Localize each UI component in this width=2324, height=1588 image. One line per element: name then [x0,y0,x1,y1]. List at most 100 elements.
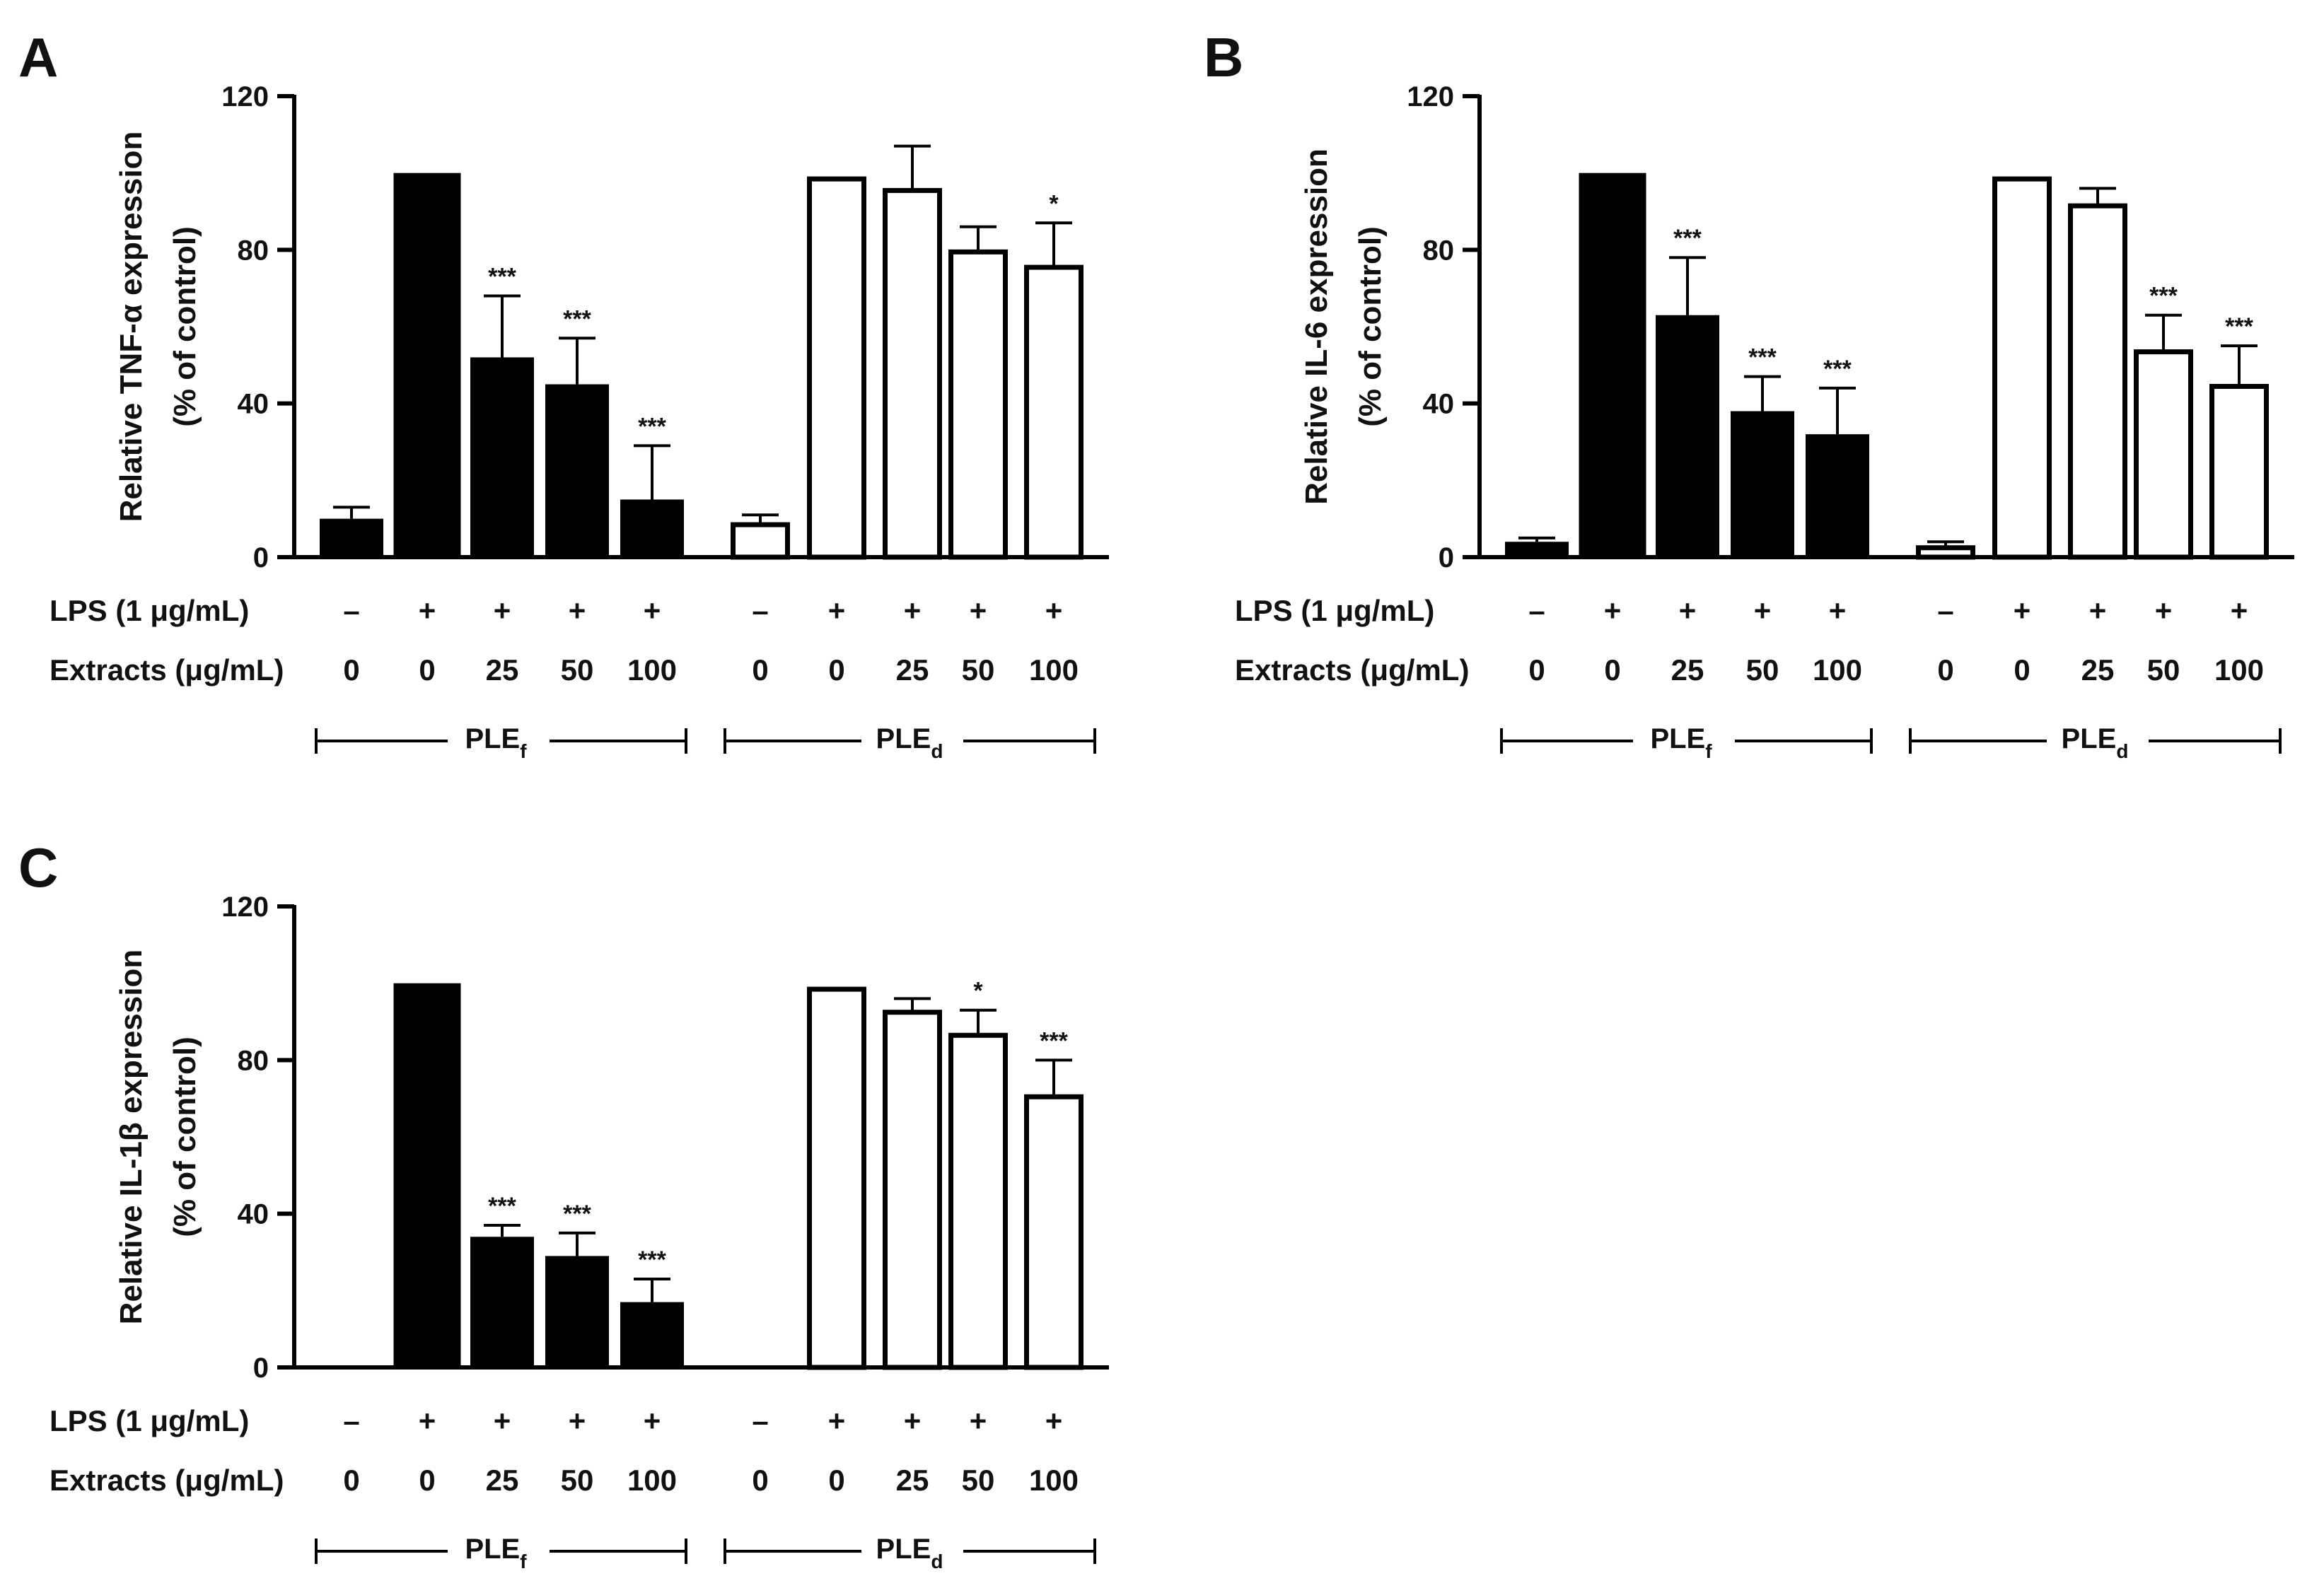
lps-value: + [1754,594,1772,627]
bar-pled-8 [2134,349,2193,560]
y-tick-label: 40 [1423,389,1455,420]
lps-value: + [2155,594,2173,627]
extract-dose: 0 [419,653,435,687]
lps-value: + [970,594,987,627]
bar-pled-9 [1024,1094,1083,1370]
bar-pled-7 [883,1010,942,1370]
significance-marker: *** [1748,344,1777,371]
lps-value: + [904,594,922,627]
lps-value: + [419,1404,436,1437]
group-bracket-plef: PLEf [315,723,687,762]
significance-marker: *** [638,413,666,440]
extracts-row-label: Extracts (μg/mL) [1235,653,1469,687]
extract-dose: 0 [419,1464,435,1497]
extract-dose: 0 [2014,653,2030,687]
lps-row-label: LPS (1 μg/mL) [1235,594,1434,627]
lps-value: + [970,1404,987,1437]
lps-value: + [644,1404,661,1437]
lps-value: + [1679,594,1697,627]
group-bracket-pled: PLEd [724,1534,1096,1572]
y-tick-label: 40 [238,1199,269,1230]
lps-value: + [1045,594,1063,627]
group-bracket-plef: PLEf [315,1534,687,1572]
bar-pled-6 [807,986,866,1370]
significance-marker: * [973,978,983,1005]
bar-plef-3 [1731,411,1794,557]
bar-plef-4 [620,499,684,557]
y-axis-title: Relative IL-1β expression [114,950,149,1325]
extract-dose: 50 [2147,653,2180,687]
extract-dose: 100 [627,1464,677,1497]
bar-plef-3 [545,384,609,557]
significance-marker: *** [488,264,516,291]
bar-plef-2 [1656,315,1719,557]
bar-pled-8 [948,1032,1008,1370]
bar-pled-6 [807,176,866,560]
extract-dose: 100 [2214,653,2264,687]
extracts-row-label: Extracts (μg/mL) [50,653,284,687]
extract-dose: 0 [343,653,359,687]
significance-marker: *** [563,1201,591,1227]
y-tick-label: 120 [1407,81,1454,112]
extract-dose: 0 [1528,653,1545,687]
group-label: PLEd [876,1534,943,1572]
lps-value: – [1528,594,1545,627]
bar-plef-4 [620,1302,684,1367]
extract-dose: 100 [1029,1464,1079,1497]
extract-dose: 100 [1029,653,1079,687]
bar-plef-1 [393,173,461,557]
significance-marker: *** [1823,356,1852,383]
group-label: PLEd [876,723,943,762]
group-label: PLEf [465,723,527,762]
bar-pled-6 [1992,176,2052,560]
extract-dose: 0 [828,653,844,687]
extract-dose: 0 [828,1464,844,1497]
bar-plef-3 [545,1256,609,1367]
significance-marker: *** [488,1193,516,1220]
y-axis-subtitle: (% of control) [1353,226,1388,427]
y-tick-label: 0 [1439,542,1454,573]
bar-pled-5 [731,522,790,560]
y-tick-label: 120 [221,892,269,923]
extract-dose: 50 [561,653,594,687]
significance-marker: *** [638,1247,666,1273]
lps-value: + [2014,594,2031,627]
group-bracket-pled: PLEd [724,723,1096,762]
y-tick-label: 0 [253,1353,269,1384]
extract-dose: 0 [1937,653,1953,687]
lps-value: – [752,594,768,627]
lps-value: – [1937,594,1953,627]
lps-value: + [569,594,586,627]
group-label: PLEd [2062,723,2129,762]
significance-marker: *** [1673,225,1702,252]
y-tick-label: 80 [238,235,269,266]
y-axis-title: Relative TNF-α expression [114,132,149,522]
extract-dose: 100 [627,653,677,687]
significance-marker: *** [2225,313,2253,340]
lps-value: + [1045,1404,1063,1437]
y-tick-label: 40 [238,389,269,420]
lps-value: – [343,594,359,627]
bar-plef-4 [1806,434,1869,557]
bar-plef-2 [470,1237,534,1367]
panel-letter: C [18,836,58,899]
panel-letter: A [18,26,58,88]
lps-row-label: LPS (1 μg/mL) [50,1404,249,1437]
y-axis-subtitle: (% of control) [168,226,202,427]
lps-value: + [494,594,511,627]
group-label: PLEf [1650,723,1712,762]
group-label: PLEf [465,1534,527,1572]
bar-pled-5 [1916,545,1975,560]
extract-dose: 25 [486,653,519,687]
lps-value: + [644,594,661,627]
y-tick-label: 120 [221,81,269,112]
extract-dose: 25 [896,653,929,687]
extract-dose: 0 [343,1464,359,1497]
extract-dose: 0 [752,1464,768,1497]
bar-plef-0 [1505,542,1569,557]
bar-pled-9 [2209,384,2269,560]
bar-pled-7 [2068,203,2127,560]
bar-plef-1 [1579,173,1646,557]
extract-dose: 50 [1746,653,1779,687]
bar-pled-7 [883,187,942,560]
